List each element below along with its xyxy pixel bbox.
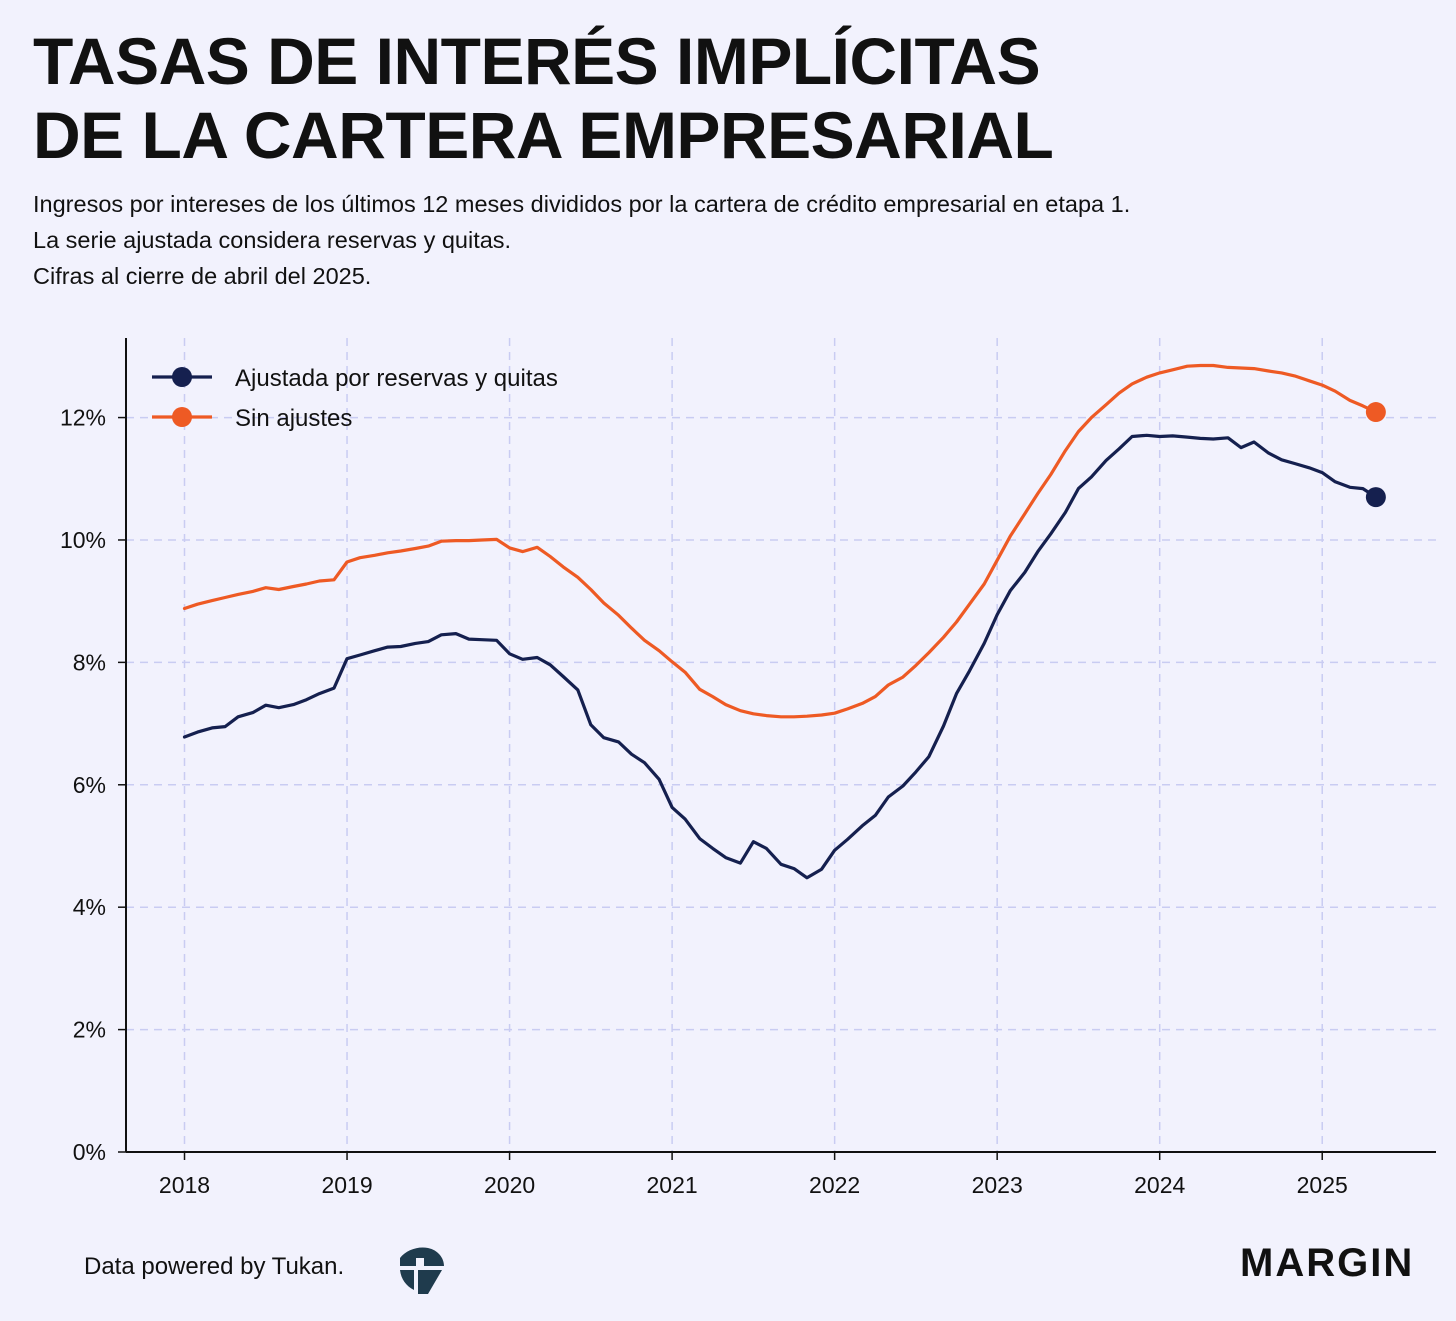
chart-axes [118, 338, 1436, 1160]
chart-subtitle: Ingresos por intereses de los últimos 12… [33, 186, 1130, 294]
grid-lines [126, 338, 1436, 1152]
subtitle-line-3: Cifras al cierre de abril del 2025. [33, 263, 372, 289]
tukan-logo-icon [400, 1247, 444, 1294]
x-tick-label: 2024 [1134, 1172, 1185, 1198]
x-tick-label: 2025 [1297, 1172, 1348, 1198]
y-tick-label: 6% [73, 772, 106, 798]
legend-marker-1 [172, 367, 192, 387]
subtitle-line-1: Ingresos por intereses de los últimos 12… [33, 191, 1131, 217]
tick-labels: 0% 2% 4% 6% 8% 10% 12% 2018 2019 2020 2021 2022 2023… [60, 405, 1348, 1198]
y-tick-label: 8% [73, 649, 106, 675]
y-tick-label: 0% [73, 1139, 106, 1165]
chart-title: TASAS DE INTERÉS IMPLÍCITAS DE LA CARTER… [33, 24, 1054, 172]
margin-brand-logo: MARGIN [1240, 1241, 1415, 1285]
series-line-2 [182, 363, 1378, 719]
data-credit: Data powered by Tukan. [84, 1253, 345, 1280]
chart-legend: Ajustada por reservas y quitas Sin ajuste… [152, 365, 558, 432]
chart-title-line-1: TASAS DE INTERÉS IMPLÍCITAS [33, 24, 1041, 98]
series-end-marker-1 [1365, 487, 1386, 508]
series-lines [182, 363, 1386, 880]
x-tick-label: 2022 [809, 1172, 860, 1198]
series-line-1 [182, 433, 1378, 880]
y-tick-label: 4% [73, 894, 106, 920]
legend-label-2: Sin ajustes [235, 405, 352, 432]
x-tick-label: 2020 [484, 1172, 535, 1198]
x-tick-label: 2021 [647, 1172, 698, 1198]
x-tick-label: 2023 [972, 1172, 1023, 1198]
x-tick-label: 2019 [321, 1172, 372, 1198]
y-tick-label: 12% [60, 405, 106, 431]
y-tick-label: 2% [73, 1017, 106, 1043]
subtitle-line-2: La serie ajustada considera reservas y q… [33, 227, 512, 253]
legend-marker-2 [172, 407, 192, 427]
chart-title-line-2: DE LA CARTERA EMPRESARIAL [33, 98, 1054, 172]
y-tick-label: 10% [60, 527, 106, 553]
legend-label-1: Ajustada por reservas y quitas [235, 365, 558, 392]
x-tick-label: 2018 [159, 1172, 210, 1198]
series-end-marker-2 [1365, 402, 1386, 423]
